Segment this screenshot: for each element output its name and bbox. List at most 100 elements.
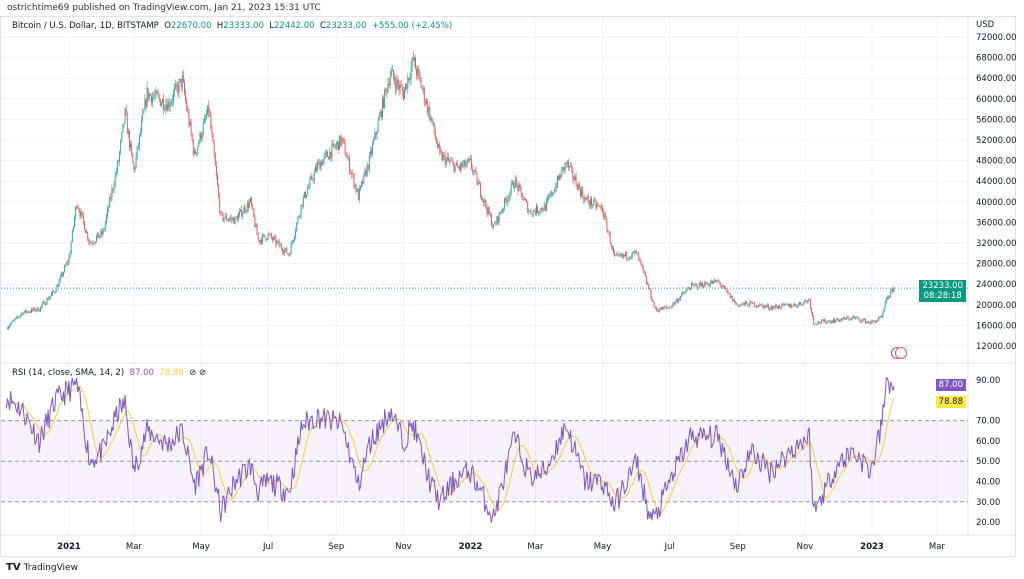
candle [281, 248, 283, 253]
candle [200, 133, 202, 140]
candle [164, 109, 166, 110]
candle [498, 212, 500, 223]
candle [515, 179, 517, 187]
candle [454, 165, 456, 172]
candle [867, 321, 869, 323]
candle [61, 273, 63, 276]
candle [421, 87, 423, 90]
candle [428, 106, 430, 113]
candle [377, 120, 379, 133]
candle [119, 151, 121, 162]
candle [863, 318, 865, 320]
candle [522, 199, 524, 201]
candle [814, 323, 816, 325]
candle [167, 101, 169, 111]
symbol-title[interactable]: Bitcoin / U.S. Dollar, 1D, BITSTAMP [12, 21, 159, 31]
candle [96, 236, 97, 242]
candle [735, 302, 737, 304]
candle [487, 207, 489, 214]
candle [468, 158, 470, 161]
chart-frame[interactable] [0, 16, 1016, 557]
rsi-tick: 60.00 [976, 437, 1000, 447]
candle [795, 305, 797, 307]
candle [723, 285, 724, 288]
candle [353, 174, 355, 187]
candle [545, 200, 547, 211]
candle [829, 320, 831, 323]
candle [771, 306, 773, 310]
open-label: O [164, 21, 171, 31]
candle [276, 241, 278, 245]
candle [655, 307, 657, 311]
candle [213, 142, 215, 156]
candle [573, 178, 575, 181]
candle [453, 162, 455, 172]
candle [724, 285, 726, 288]
candle [882, 311, 884, 317]
candle [482, 198, 484, 200]
candle [134, 167, 136, 170]
candle [198, 142, 200, 147]
candle [376, 132, 378, 135]
time-tick: Sep [328, 542, 344, 552]
sma-value-tag: 78.88 [935, 396, 966, 408]
candle [371, 150, 372, 154]
candle [794, 303, 796, 306]
candle [231, 217, 233, 220]
candle [820, 319, 822, 324]
candle [734, 299, 735, 303]
candle [496, 216, 498, 225]
candle [364, 170, 366, 174]
hidden-eye-icon[interactable]: ⊘ [198, 368, 207, 378]
candle [93, 242, 95, 244]
candle [591, 198, 592, 206]
candle [70, 242, 72, 253]
candle [45, 303, 47, 305]
candle [196, 152, 198, 154]
rsi-title[interactable]: RSI (14, close, SMA, 14, 2) [12, 368, 125, 378]
candle [786, 304, 788, 306]
candle [465, 164, 467, 167]
low-value: 22442.00 [274, 21, 315, 31]
candle [182, 75, 184, 82]
candle [526, 200, 528, 203]
price-tick: 32000.00 [976, 239, 1017, 249]
candle [36, 307, 38, 311]
candle [753, 302, 755, 307]
candle [881, 315, 883, 317]
candle [558, 176, 559, 180]
candle [514, 186, 515, 188]
candle [686, 288, 688, 291]
candle [497, 216, 499, 223]
candle [517, 183, 519, 192]
candle [737, 304, 739, 306]
candle [177, 86, 179, 94]
candle [261, 239, 262, 243]
candle [637, 253, 639, 255]
candle [592, 204, 594, 206]
candle [101, 230, 103, 235]
candle [872, 320, 874, 322]
price-tick: 40000.00 [976, 198, 1017, 208]
candle [739, 304, 741, 307]
candle [131, 143, 133, 154]
candle [147, 87, 149, 99]
candle [578, 184, 580, 189]
published-info: ostrichtime69 published on TradingView.c… [7, 3, 321, 13]
tradingview-logo[interactable]: TV TradingView [6, 562, 78, 573]
candle [310, 176, 312, 180]
candle [321, 162, 323, 166]
candle [886, 297, 888, 299]
candle [463, 160, 465, 165]
candle [599, 206, 601, 207]
candle [74, 217, 75, 227]
candle [102, 230, 104, 235]
candle [410, 66, 412, 79]
rsi-value-tag: 87.00 [935, 379, 966, 391]
candle [839, 319, 841, 322]
candle [287, 253, 289, 255]
candle [847, 317, 849, 318]
candle [14, 318, 16, 320]
hidden-eye-icon[interactable]: ⊘ [189, 368, 197, 378]
